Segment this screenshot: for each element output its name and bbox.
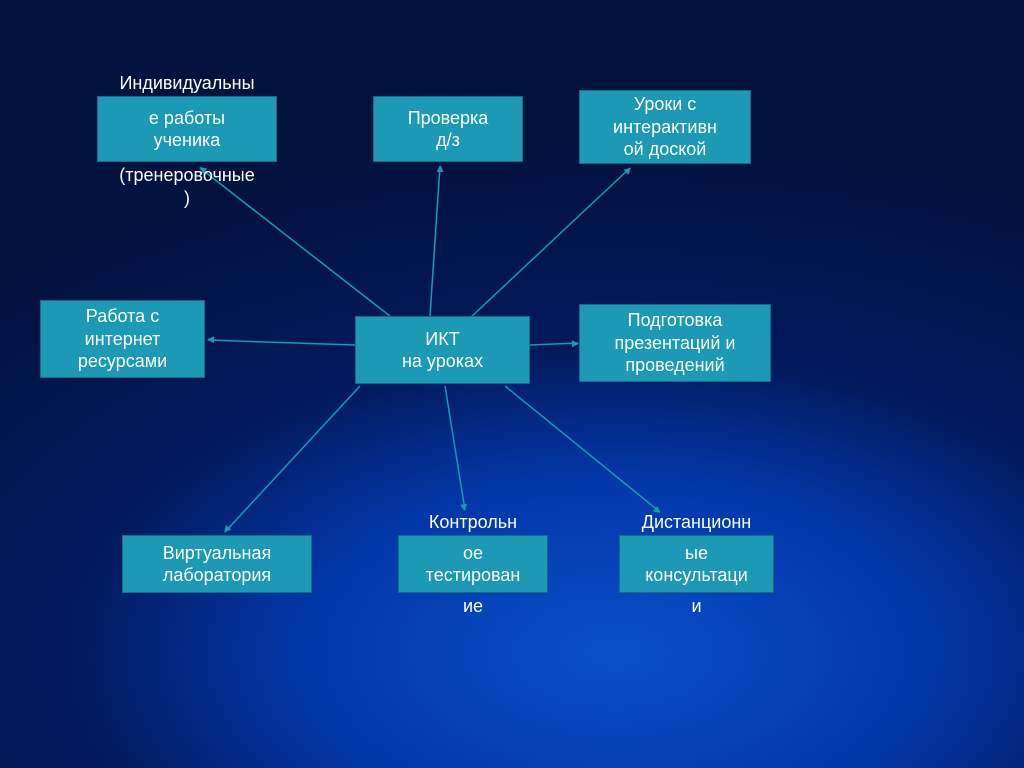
node-overflow-before-remote: Дистанционн — [589, 511, 804, 534]
node-overflow-after-individual: (тренеровочные ) — [67, 164, 307, 209]
node-label: Работа с интернет ресурсами — [78, 305, 167, 373]
node-center: ИКТ на уроках — [355, 316, 530, 384]
node-interactive: Уроки с интерактивн ой доской — [579, 90, 751, 164]
node-label: ИКТ на уроках — [402, 328, 483, 373]
node-homework: Проверка д/з — [373, 96, 523, 162]
node-presentations: Подготовка презентаций и проведений — [579, 304, 771, 382]
node-label: Уроки с интерактивн ой доской — [613, 93, 717, 161]
node-remote: ые консультаци — [619, 535, 774, 593]
node-label: ые консультаци — [645, 542, 748, 587]
diagram-canvas: ИКТ на уроках е работы ученика Индивидуаль… — [0, 0, 1024, 768]
node-label: ое тестирован — [426, 542, 521, 587]
node-individual: е работы ученика — [97, 96, 277, 162]
edge-2 — [470, 168, 630, 318]
node-overflow-before-testing: Контрольн — [368, 511, 578, 534]
edge-3 — [208, 340, 355, 345]
node-overflow-after-remote: и — [589, 595, 804, 618]
edge-6 — [445, 386, 465, 510]
edge-5 — [225, 386, 360, 532]
node-overflow-before-individual: Индивидуальны — [67, 72, 307, 95]
node-label: Подготовка презентаций и проведений — [615, 309, 736, 377]
node-internet: Работа с интернет ресурсами — [40, 300, 205, 378]
edge-7 — [505, 386, 660, 512]
node-label: Проверка д/з — [408, 107, 489, 152]
node-virtualLab: Виртуальная лаборатория — [122, 535, 312, 593]
edge-4 — [530, 343, 578, 345]
edge-1 — [430, 166, 440, 316]
node-overflow-after-testing: ие — [368, 595, 578, 618]
node-label: е работы ученика — [149, 107, 225, 152]
node-label: Виртуальная лаборатория — [163, 542, 272, 587]
node-testing: ое тестирован — [398, 535, 548, 593]
